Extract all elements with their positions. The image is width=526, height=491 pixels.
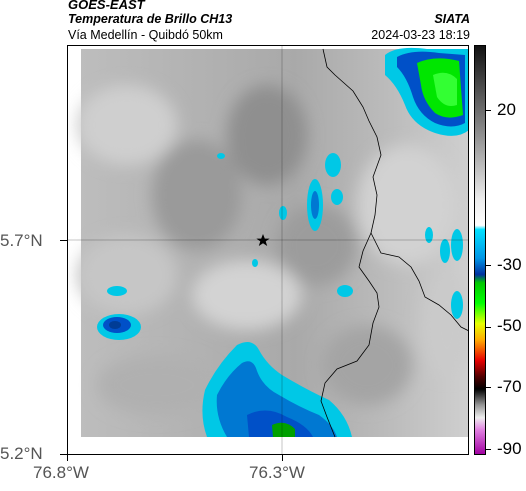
lat-tick (60, 240, 67, 241)
lon-tick (282, 455, 283, 461)
colorbar-label: -70 (497, 377, 522, 396)
satellite-title: GOES-EAST (68, 0, 145, 12)
cold-cloud-west (97, 314, 141, 340)
colorbar-tick (486, 327, 491, 328)
cold-cloud-south (202, 341, 352, 437)
cold-cloud-ne (385, 47, 469, 136)
brightness-temperature-map (67, 45, 469, 455)
star-icon (256, 234, 270, 246)
organization-label: SIATA (434, 12, 470, 26)
colorbar-tick (486, 265, 491, 266)
lat-tick (60, 454, 67, 455)
colorbar-label: -30 (497, 255, 522, 274)
location-label: Vía Medellín - Quibdó 50km (68, 28, 223, 42)
colorbar-label: -90 (497, 439, 522, 458)
colorbar-label: -50 (497, 316, 522, 335)
colorbar (474, 45, 486, 455)
colorbar-tick (486, 387, 491, 388)
department-boundaries (320, 48, 469, 438)
datetime-label: 2024-03-23 18:19 (371, 28, 470, 42)
product-title: Temperatura de Brillo CH13 (68, 12, 233, 26)
lat-label: 5.7°N (0, 231, 43, 250)
cold-cloud-cells (107, 153, 463, 319)
colorbar-tick (486, 110, 491, 111)
lon-label: 76.8°W (33, 463, 89, 482)
lon-tick (67, 455, 68, 461)
colorbar-tick (486, 449, 491, 450)
lon-label: 76.3°W (249, 463, 305, 482)
colorbar-label: 20 (497, 100, 516, 119)
lat-label: 5.2°N (0, 444, 43, 463)
